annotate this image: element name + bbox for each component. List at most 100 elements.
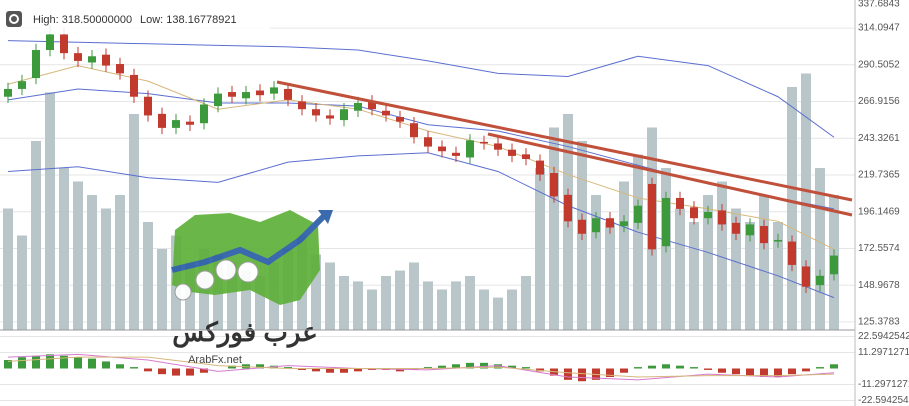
volume-bar <box>17 235 27 330</box>
macd-bar <box>620 368 628 373</box>
candle-body <box>788 241 796 265</box>
macd-bar <box>508 365 516 369</box>
high-label: High: 318.50000000 <box>33 14 132 26</box>
volume-bar <box>325 262 335 330</box>
volume-bar <box>59 168 69 330</box>
macd-bar <box>396 368 404 372</box>
candle-body <box>74 53 82 61</box>
candle-body <box>550 173 558 197</box>
volume-bar <box>549 127 559 330</box>
volume-bar <box>129 114 139 330</box>
candle-body <box>718 210 726 225</box>
candle-body <box>116 64 124 74</box>
candle-body <box>494 143 502 150</box>
volume-bar <box>759 195 769 330</box>
candle-body <box>802 266 810 287</box>
logo-coin <box>174 283 192 301</box>
candle-body <box>508 149 516 156</box>
indicator-line <box>7 152 835 299</box>
macd-bar <box>676 365 684 369</box>
macd-bar <box>116 364 124 369</box>
candle-body <box>4 88 12 97</box>
volume-bar <box>451 281 461 330</box>
candle-body <box>592 218 600 233</box>
volume-bar <box>3 208 13 330</box>
macd-bar <box>74 357 82 369</box>
macd-bar <box>704 368 712 370</box>
volume-bar <box>745 222 755 330</box>
y-tick-label: 266.9156 <box>858 96 900 107</box>
macd-bar <box>662 364 670 369</box>
macd-bar <box>480 362 488 369</box>
settings-button[interactable] <box>6 11 22 27</box>
candle-body <box>606 218 614 228</box>
macd-bar <box>172 368 180 376</box>
candle-body <box>200 104 208 124</box>
macd-bar <box>284 367 292 369</box>
candle-body <box>130 74 138 97</box>
macd-bar <box>88 358 96 369</box>
logo-coin <box>195 270 215 290</box>
low-label: Low: 138.16778921 <box>140 14 237 26</box>
candle-body <box>676 197 684 209</box>
macd-bar <box>158 368 166 375</box>
candle-body <box>774 239 782 242</box>
logo-arrow-head <box>318 210 333 224</box>
macd-bar <box>200 368 208 373</box>
candle-body <box>158 113 166 128</box>
candle-body <box>144 96 152 116</box>
y-tick-label: 290.5052 <box>858 59 900 70</box>
y-tick-label: 148.9678 <box>858 280 900 291</box>
candle-body <box>452 152 460 156</box>
macd-bar <box>830 364 838 369</box>
volume-bar <box>465 276 475 330</box>
y-tick-label: 219.7365 <box>858 170 900 181</box>
candle-body <box>270 87 278 94</box>
volume-bar <box>45 92 55 331</box>
macd-bar <box>452 364 460 369</box>
candle-body <box>242 92 250 99</box>
y-tick-label: 196.1469 <box>858 206 900 217</box>
volume-bar <box>605 222 615 330</box>
macd-bar <box>298 368 306 370</box>
macd-bar <box>18 357 26 369</box>
volume-bar <box>507 289 517 330</box>
candle-body <box>368 101 376 110</box>
logo: عرب فوركس ArabFx.net <box>171 210 333 366</box>
candle-body <box>32 50 40 79</box>
macd-bar <box>718 368 726 373</box>
macd-bar <box>46 354 54 369</box>
volume-bar <box>479 289 489 330</box>
volume-bar <box>255 276 265 330</box>
volume-bar <box>241 270 251 330</box>
macd-bar <box>4 360 12 369</box>
volume-bar <box>437 289 447 330</box>
candle-body <box>830 255 838 275</box>
volume-bar <box>731 208 741 330</box>
macd-bar <box>228 365 236 369</box>
macd-bar <box>186 368 194 376</box>
candle-body <box>536 160 544 175</box>
macd-bar <box>256 364 264 369</box>
y-tick-label: -11.29712713 <box>858 379 909 390</box>
candle-body <box>816 275 824 286</box>
candle-body <box>578 219 586 234</box>
macd-bar <box>802 368 810 372</box>
trend-line <box>487 132 853 217</box>
candle-body <box>298 101 306 110</box>
candle-body <box>620 221 628 226</box>
volume-bar <box>73 181 83 330</box>
volume-bar <box>395 270 405 330</box>
volume-bar <box>143 222 153 330</box>
candle-body <box>326 115 334 119</box>
macd-bar <box>102 361 110 369</box>
macd-bar <box>606 368 614 377</box>
macd-bar <box>60 355 68 369</box>
macd-bar <box>648 365 656 369</box>
y-tick-label: 172.5574 <box>858 243 900 254</box>
candle-body <box>60 34 68 54</box>
volume-bar <box>703 195 713 330</box>
logo-arabic: عرب فوركس <box>172 317 318 348</box>
volume-bar <box>815 168 825 330</box>
macd-bar <box>536 368 544 372</box>
